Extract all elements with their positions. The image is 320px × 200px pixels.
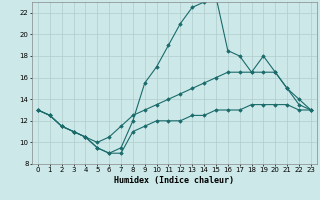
X-axis label: Humidex (Indice chaleur): Humidex (Indice chaleur) bbox=[115, 176, 234, 185]
